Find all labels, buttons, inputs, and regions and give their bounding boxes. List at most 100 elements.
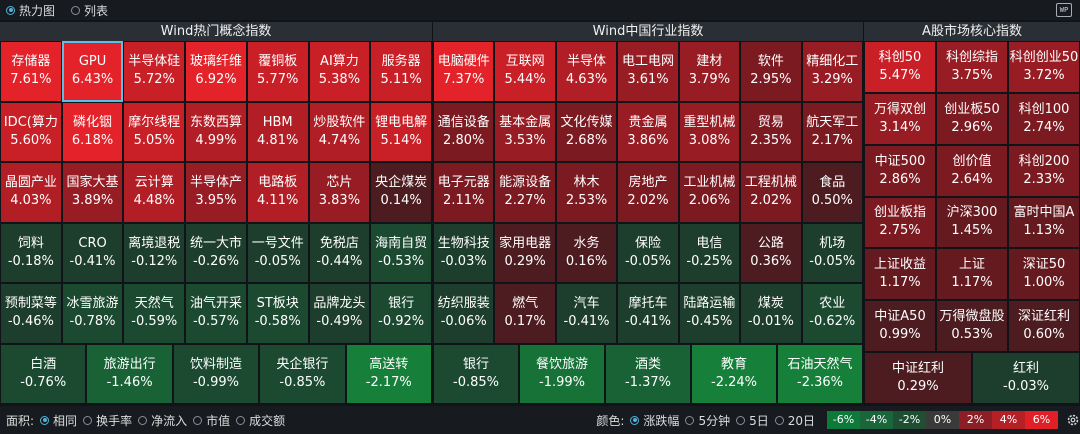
heatmap-cell[interactable]: 机场 -0.05% — [801, 222, 863, 283]
heatmap-cell[interactable]: 电信 -0.25% — [678, 222, 741, 283]
heatmap-cell[interactable]: 汽车 -0.41% — [555, 283, 618, 344]
heatmap-cell[interactable]: 晶圆产业 4.03% — [0, 162, 62, 223]
heatmap-cell[interactable]: 软件 2.95% — [740, 41, 802, 102]
heatmap-cell[interactable]: 建材 3.79% — [678, 41, 741, 102]
heatmap-cell[interactable]: 中证500 2.86% — [864, 144, 936, 197]
heatmap-cell[interactable]: 生物科技 -0.03% — [433, 222, 495, 283]
heatmap-cell[interactable]: 上证 1.17% — [936, 248, 1008, 301]
heatmap-cell[interactable]: 石油天然气 -2.36% — [777, 343, 863, 404]
heatmap-cell[interactable]: 重型机械 3.08% — [678, 101, 741, 162]
heatmap-cell[interactable]: 创业板指 2.75% — [864, 196, 936, 249]
list-view-radio[interactable]: 列表 — [71, 2, 108, 19]
heatmap-cell[interactable]: ST板块 -0.58% — [246, 283, 309, 344]
wp-icon[interactable]: WP — [1056, 3, 1072, 17]
heatmap-cell[interactable]: 贸易 2.35% — [740, 101, 802, 162]
heatmap-cell[interactable]: 纺织服装 -0.06% — [433, 283, 495, 344]
heatmap-cell[interactable]: 磷化铟 6.18% — [61, 101, 124, 162]
heatmap-cell[interactable]: 芯片 3.83% — [308, 162, 371, 223]
heatmap-cell[interactable]: 玻璃纤维 6.92% — [185, 41, 247, 102]
heatmap-cell[interactable]: 基本金属 3.53% — [494, 101, 556, 162]
heatmap-cell[interactable]: 餐饮旅游 -1.99% — [519, 343, 605, 404]
heatmap-cell[interactable]: 饲料 -0.18% — [0, 222, 62, 283]
heatmap-cell[interactable]: 预制菜等 -0.46% — [0, 283, 62, 344]
heatmap-cell[interactable]: 摩尔线程 5.05% — [123, 101, 186, 162]
heatmap-cell[interactable]: 央企银行 -0.85% — [259, 343, 346, 404]
heatmap-cell[interactable]: 锂电电解 5.14% — [370, 101, 432, 162]
heatmap-cell[interactable]: 深证红利 0.60% — [1008, 300, 1080, 353]
heatmap-cell[interactable]: 精细化工 3.29% — [801, 41, 863, 102]
heatmap-cell[interactable]: 一号文件 -0.05% — [246, 222, 309, 283]
heatmap-cell[interactable]: 贵金属 3.86% — [617, 101, 679, 162]
heatmap-cell[interactable]: 科创50 5.47% — [864, 41, 936, 93]
heatmap-cell[interactable]: 科创100 2.74% — [1008, 92, 1080, 145]
heatmap-cell[interactable]: 免税店 -0.44% — [308, 222, 371, 283]
color-option-radio[interactable]: 20日 — [774, 412, 815, 429]
heatmap-cell[interactable]: 深证50 1.00% — [1008, 248, 1080, 301]
heatmap-cell[interactable]: 国家大基 3.89% — [61, 162, 124, 223]
heatmap-cell[interactable]: 科创200 2.33% — [1008, 144, 1080, 197]
area-option-radio[interactable]: 净流入 — [138, 412, 187, 429]
heatmap-cell[interactable]: 万得双创 3.14% — [864, 92, 936, 145]
area-option-radio[interactable]: 换手率 — [83, 412, 132, 429]
heatmap-cell[interactable]: 冰雪旅游 -0.78% — [61, 283, 124, 344]
heatmap-cell[interactable]: 沪深300 1.45% — [936, 196, 1008, 249]
heatmap-cell[interactable]: 燃气 0.17% — [494, 283, 556, 344]
heatmap-cell[interactable]: 食品 0.50% — [801, 162, 863, 223]
heatmap-cell[interactable]: 文化传媒 2.68% — [555, 101, 618, 162]
heatmap-cell[interactable]: 家用电器 0.29% — [494, 222, 556, 283]
heatmap-cell[interactable]: 央企煤炭 0.14% — [370, 162, 432, 223]
heatmap-cell[interactable]: 电工电网 3.61% — [617, 41, 679, 102]
heatmap-cell[interactable]: 覆铜板 5.77% — [246, 41, 309, 102]
heatmap-cell[interactable]: 半导体 4.63% — [555, 41, 618, 102]
heatmap-cell[interactable]: 高送转 -2.17% — [345, 343, 432, 404]
heatmap-cell[interactable]: CRO -0.41% — [61, 222, 124, 283]
heatmap-cell[interactable]: 摩托车 -0.41% — [617, 283, 679, 344]
heatmap-cell[interactable]: 白酒 -0.76% — [0, 343, 87, 404]
color-option-radio[interactable]: 涨跌幅 — [630, 412, 679, 429]
heatmap-cell[interactable]: 油气开采 -0.57% — [185, 283, 247, 344]
heatmap-cell[interactable]: 工业机械 2.06% — [678, 162, 741, 223]
area-option-radio[interactable]: 市值 — [193, 412, 230, 429]
heatmap-cell[interactable]: 万得微盘股 0.53% — [936, 300, 1008, 353]
heatmap-cell[interactable]: 半导体硅 5.72% — [123, 41, 186, 102]
heatmap-cell[interactable]: 工程机械 2.02% — [740, 162, 802, 223]
heatmap-cell[interactable]: 离境退税 -0.12% — [123, 222, 186, 283]
heatmap-cell[interactable]: 旅游出行 -1.46% — [86, 343, 173, 404]
heatmap-cell[interactable]: 科创综指 3.75% — [936, 41, 1008, 93]
heatmap-cell[interactable]: 煤炭 -0.01% — [740, 283, 802, 344]
heatmap-cell[interactable]: 天然气 -0.59% — [123, 283, 186, 344]
area-option-radio[interactable]: 成交额 — [236, 412, 285, 429]
heatmap-cell[interactable]: 红利 -0.03% — [972, 352, 1080, 404]
heatmap-cell[interactable]: 服务器 5.11% — [370, 41, 432, 102]
heatmap-cell[interactable]: 电路板 4.11% — [246, 162, 309, 223]
heatmap-cell[interactable]: 航天军工 2.17% — [801, 101, 863, 162]
color-option-radio[interactable]: 5日 — [736, 412, 769, 429]
heatmap-cell[interactable]: 炒股软件 4.74% — [308, 101, 371, 162]
heatmap-cell[interactable]: 饮料制造 -0.99% — [172, 343, 260, 404]
heatmap-cell[interactable]: 中证红利 0.29% — [864, 352, 972, 404]
heatmap-cell[interactable]: 电子元器 2.11% — [433, 162, 495, 223]
heatmap-cell[interactable]: 林木 2.53% — [555, 162, 618, 223]
heatmap-cell[interactable]: 教育 -2.24% — [691, 343, 777, 404]
heatmap-cell[interactable]: 统一大市 -0.26% — [185, 222, 247, 283]
heatmap-cell[interactable]: 东数西算 4.99% — [185, 101, 247, 162]
heatmap-cell[interactable]: 海南自贸 -0.53% — [370, 222, 432, 283]
heatmap-cell[interactable]: 互联网 5.44% — [494, 41, 556, 102]
heatmap-cell[interactable]: 富时中国A 1.13% — [1008, 196, 1080, 249]
heatmap-cell[interactable]: 云计算 4.48% — [123, 162, 186, 223]
heatmap-cell[interactable]: 半导体产 3.95% — [185, 162, 247, 223]
heatmap-cell[interactable]: 房地产 2.02% — [617, 162, 679, 223]
heatmap-view-radio[interactable]: 热力图 — [6, 2, 55, 19]
heatmap-cell[interactable]: 银行 -0.85% — [433, 343, 519, 404]
heatmap-cell[interactable]: 保险 -0.05% — [617, 222, 679, 283]
heatmap-cell[interactable]: 通信设备 2.80% — [433, 101, 495, 162]
heatmap-cell[interactable]: 中证A50 0.99% — [864, 300, 936, 353]
heatmap-cell[interactable]: 创价值 2.64% — [936, 144, 1008, 197]
heatmap-cell[interactable]: 银行 -0.92% — [370, 283, 432, 344]
heatmap-cell[interactable]: 电脑硬件 7.37% — [433, 41, 495, 102]
color-option-radio[interactable]: 5分钟 — [685, 412, 730, 429]
heatmap-cell[interactable]: GPU 6.43% — [61, 41, 124, 102]
heatmap-cell[interactable]: 品牌龙头 -0.49% — [308, 283, 371, 344]
heatmap-cell[interactable]: HBM 4.81% — [246, 101, 309, 162]
heatmap-cell[interactable]: 上证收益 1.17% — [864, 248, 936, 301]
